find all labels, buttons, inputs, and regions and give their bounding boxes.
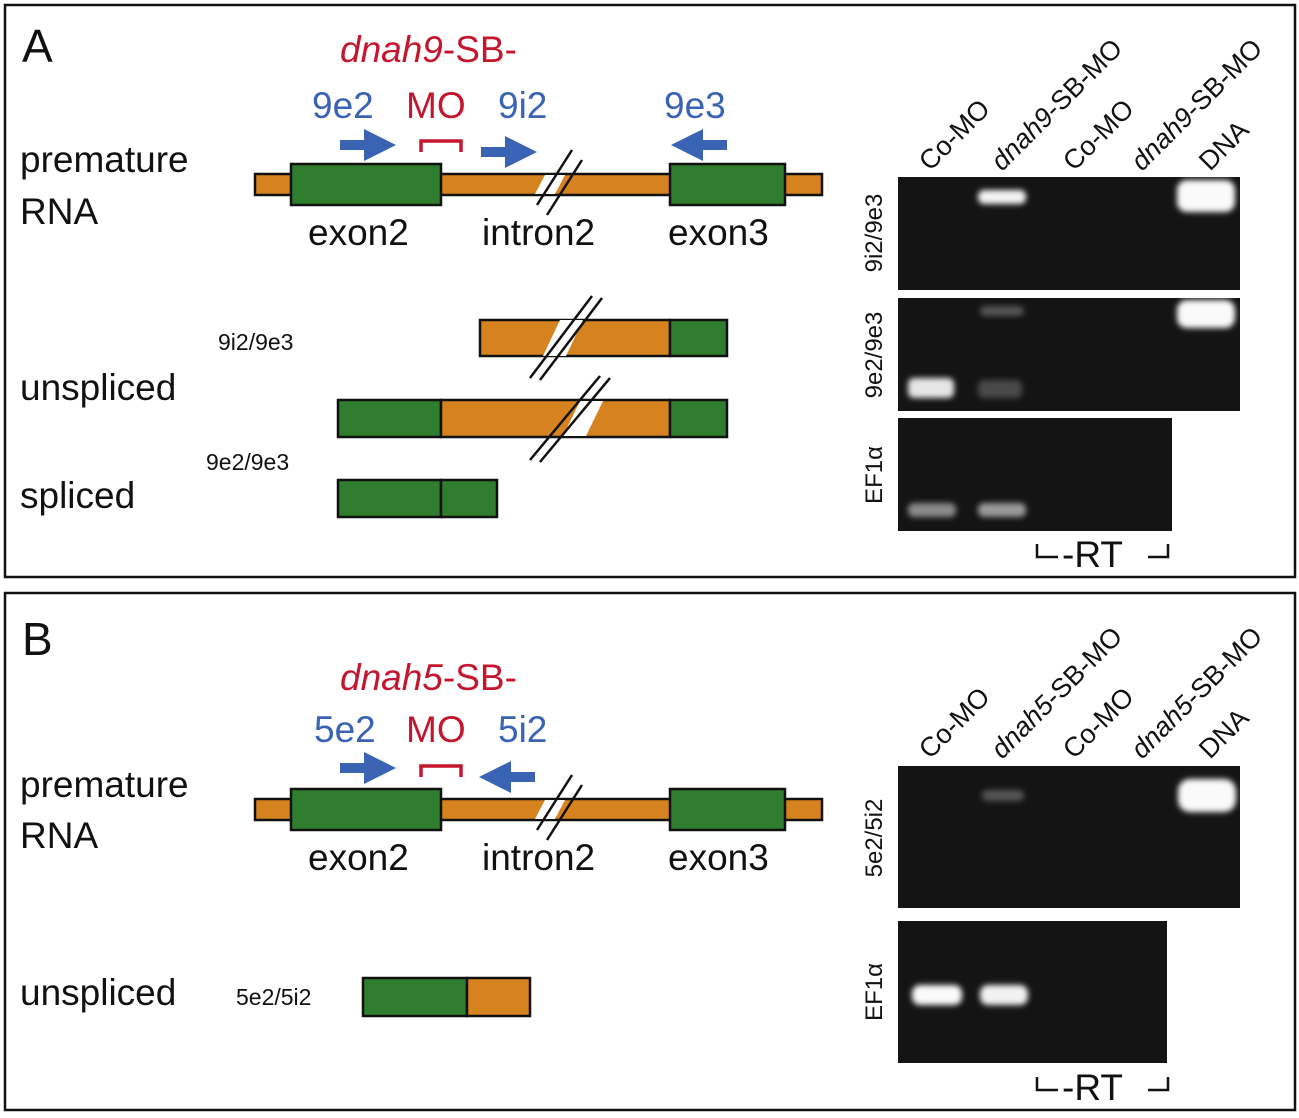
break-slash-icon (545, 784, 584, 841)
lane-label: Co-MO (913, 682, 996, 765)
gel-band (978, 190, 1026, 204)
break-slash-icon (529, 295, 593, 379)
mo-gene: dnah9 (340, 29, 443, 70)
unspliced-exon2-segment (361, 976, 469, 1018)
gel-a-ef1a (898, 418, 1172, 531)
gel-row-label: 5e2/5i2 (861, 799, 888, 878)
mo-bracket-icon (419, 764, 463, 777)
gel-b-ef1a (898, 921, 1167, 1063)
rna-label: RNA (20, 191, 98, 232)
rt-bracket-icon (1035, 1077, 1170, 1092)
panel-b-border (3, 591, 1297, 1112)
break-gap (563, 401, 603, 436)
gel-band (982, 790, 1024, 801)
gel-band (980, 306, 1024, 316)
spliced-exon3-segment (439, 478, 499, 519)
gel-band (908, 378, 954, 398)
gel-band (1177, 180, 1235, 212)
gel-band (912, 985, 962, 1005)
unspliced-intron-segment (465, 976, 532, 1018)
rt-label: -RT (1062, 1067, 1123, 1108)
exon2-box (289, 162, 443, 207)
unspliced-label: unspliced (20, 972, 176, 1013)
premature-label: premature (20, 139, 189, 180)
rna-label: RNA (20, 815, 98, 856)
primer-9e2-label: 9e2 (312, 85, 374, 126)
exon3-box (668, 787, 787, 832)
exon2-label: exon2 (308, 212, 409, 253)
mo-label: MO (406, 85, 466, 126)
mo-suffix: -SB- (443, 657, 517, 698)
mo-suffix: -SB- (443, 29, 517, 70)
premature-rna-diagram (253, 774, 824, 841)
break-slash-icon (535, 774, 574, 831)
break-slash-icon (529, 375, 601, 461)
unspliced-exon3-segment (668, 318, 729, 358)
gel-a-lane-labels: Co-MO dnah9-SB-MO Co-MO dnah9-SB-MO DNA (913, 33, 1268, 176)
exon2-label: exon2 (308, 837, 409, 878)
panel-b: B dnah5-SB- 5e2 MO 5i2 premature RNA exo… (3, 591, 1297, 1112)
exon3-box (668, 162, 787, 207)
product-5e2-5i2-label: 5e2/5i2 (236, 984, 311, 1010)
gel-band (978, 503, 1026, 517)
panel-a-letter: A (22, 20, 53, 72)
mo-gene: dnah5 (340, 657, 443, 698)
lane-suffix: -SB-MO (1178, 33, 1268, 123)
premature-label: premature (20, 764, 189, 805)
break-slash-icon (539, 377, 611, 463)
exon3-label: exon3 (668, 837, 769, 878)
unspliced-intron-segment (439, 398, 672, 439)
primer-9i2-label: 9i2 (498, 85, 547, 126)
unspliced-label: unspliced (20, 367, 176, 408)
lane-label: DNA (1193, 115, 1255, 177)
product-9e2-9e3-label: 9e2/9e3 (206, 449, 289, 475)
product-9i2-9e3-label: 9i2/9e3 (218, 329, 293, 355)
gel-band (908, 503, 956, 517)
mo-label: MO (406, 709, 466, 750)
break-slash-icon (539, 297, 603, 381)
rt-label: -RT (1062, 534, 1123, 575)
panel-b-letter: B (22, 613, 53, 665)
gel-row-label: 9e2/9e3 (861, 312, 888, 399)
unspliced-exon3-segment (668, 398, 729, 439)
lane-suffix: -SB-MO (1178, 621, 1268, 711)
rt-bracket-icon (1035, 544, 1170, 559)
lane-label: Co-MO (913, 94, 996, 177)
panel-a: A dnah9-SB- 9e2 MO 9i2 9e3 premature RNA… (3, 3, 1297, 579)
exon2-box (289, 787, 443, 832)
gel-band (978, 380, 1022, 398)
gel-a-9e2-9e3 (898, 298, 1240, 411)
primer-5e2-label: 5e2 (314, 709, 376, 750)
gel-band (1177, 300, 1235, 328)
gel-row-label: EF1α (861, 446, 888, 504)
spliced-label: spliced (20, 475, 135, 516)
primer-5i2-label: 5i2 (498, 709, 547, 750)
panel-a-border (3, 3, 1297, 579)
gel-row-label: EF1α (861, 963, 888, 1021)
break-slash-icon (545, 159, 584, 216)
primer-9e3-label: 9e3 (664, 85, 726, 126)
gel-b-5e2-5i2 (898, 766, 1240, 908)
morpholino-title: dnah5-SB- (340, 657, 517, 698)
intron2-label: intron2 (482, 212, 595, 253)
intron2-label: intron2 (482, 837, 595, 878)
spliced-exon2-segment (336, 478, 443, 519)
gel-row-label: 9i2/9e3 (861, 194, 888, 273)
gel-band (980, 985, 1028, 1005)
break-slash-icon (535, 149, 574, 206)
gel-a-9i2-9e3 (898, 177, 1240, 290)
gel-band (1178, 779, 1236, 812)
unspliced-exon2-segment (336, 398, 443, 439)
lane-label: DNA (1193, 703, 1255, 765)
morpholino-title: dnah9-SB- (340, 29, 517, 70)
premature-rna-diagram (253, 149, 824, 216)
exon3-label: exon3 (668, 212, 769, 253)
mo-bracket-icon (419, 139, 463, 152)
gel-b-lane-labels: Co-MO dnah5-SB-MO Co-MO dnah5-SB-MO DNA (913, 621, 1268, 764)
